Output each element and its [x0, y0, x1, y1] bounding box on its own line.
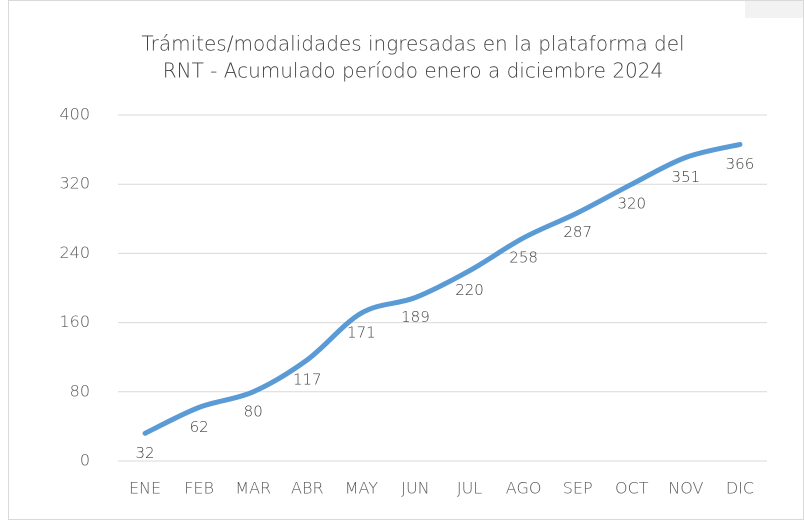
data-label: 32 — [135, 444, 154, 462]
data-label: 320 — [617, 195, 646, 213]
data-label: 366 — [726, 155, 755, 173]
x-tick-label: SEP — [563, 479, 593, 498]
y-tick-label: 240 — [59, 243, 90, 262]
x-tick-label: FEB — [184, 479, 214, 498]
data-label: 189 — [401, 308, 430, 326]
x-tick-label: ABR — [291, 479, 324, 498]
data-label: 62 — [190, 418, 209, 436]
data-label: 351 — [672, 168, 701, 186]
x-tick-label: JUN — [401, 479, 429, 498]
x-tick-label: OCT — [615, 479, 649, 498]
x-tick-label: DIC — [726, 479, 754, 498]
y-tick-label: 80 — [70, 381, 90, 400]
chart-title: Trámites/modalidades ingresadas en la pl… — [141, 32, 684, 56]
data-label: 287 — [563, 223, 592, 241]
x-tick-label: MAR — [235, 479, 271, 498]
x-tick-label: AGO — [506, 479, 542, 498]
corner-tab — [745, 0, 804, 18]
x-tick-label: MAY — [345, 479, 379, 498]
data-label: 171 — [347, 324, 376, 342]
data-label: 258 — [509, 248, 538, 266]
x-tick-label: NOV — [668, 479, 703, 498]
data-label: 117 — [293, 370, 322, 388]
y-tick-label: 160 — [59, 312, 90, 331]
y-tick-label: 400 — [59, 105, 90, 124]
data-label: 80 — [244, 402, 263, 420]
chart-title: RNT - Acumulado período enero a diciembr… — [163, 59, 663, 83]
data-label: 220 — [455, 281, 484, 299]
x-tick-label: JUL — [457, 479, 482, 498]
series-line — [142, 141, 743, 436]
y-tick-label: 0 — [80, 451, 90, 470]
x-tick-label: ENE — [129, 479, 161, 498]
y-tick-label: 320 — [59, 174, 90, 193]
